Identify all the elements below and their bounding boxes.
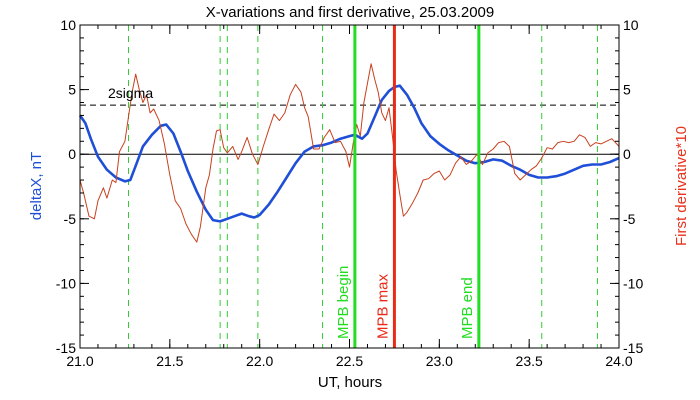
mpb-marker-label: MPB begin <box>335 266 352 339</box>
left-y-axis-label: deltaX, nT <box>28 152 45 220</box>
derivative-series-line <box>79 63 620 243</box>
left-y-tick-label: -15 <box>56 340 76 356</box>
right-y-axis-label: First derivative*10 <box>673 126 690 246</box>
series-layer <box>78 63 620 243</box>
x-tick-label: 21.0 <box>66 353 93 369</box>
mpb-marker-label: MPB end <box>459 277 476 339</box>
x-tick-label: 23.5 <box>516 353 543 369</box>
threshold-label: 2sigma <box>108 85 153 101</box>
grid-layer <box>80 25 619 348</box>
x-tick-label: 24.0 <box>605 353 632 369</box>
x-axis-label: UT, hours <box>318 374 382 391</box>
chart-title: X-variations and first derivative, 25.03… <box>206 4 495 21</box>
left-y-tick-label: 0 <box>68 146 76 162</box>
right-y-tick-label: -5 <box>623 211 636 227</box>
x-tick-label: 22.5 <box>336 353 363 369</box>
mpb-marker-label: MPB max <box>374 273 391 339</box>
right-y-tick-label: 10 <box>623 17 639 33</box>
deltax-series-line <box>78 84 620 223</box>
right-y-tick-label: 5 <box>623 82 631 98</box>
left-y-tick-label: 5 <box>68 82 76 98</box>
right-y-tick-label: 0 <box>623 146 631 162</box>
x-tick-label: 23.0 <box>426 353 453 369</box>
right-y-tick-label: -15 <box>623 340 643 356</box>
x-tick-label: 22.0 <box>246 353 273 369</box>
left-y-tick-label: 10 <box>60 17 76 33</box>
axes-layer: 21.0 21.5 22.0 22.5 23.0 23.5 24.0-15-10-50510… <box>56 17 644 369</box>
left-y-tick-label: -10 <box>56 275 76 291</box>
left-y-tick-label: -5 <box>64 211 77 227</box>
right-y-tick-label: -10 <box>623 275 643 291</box>
marker-layer: MPB begin MPB max MPB end <box>335 25 481 348</box>
x-tick-label: 21.5 <box>156 353 183 369</box>
